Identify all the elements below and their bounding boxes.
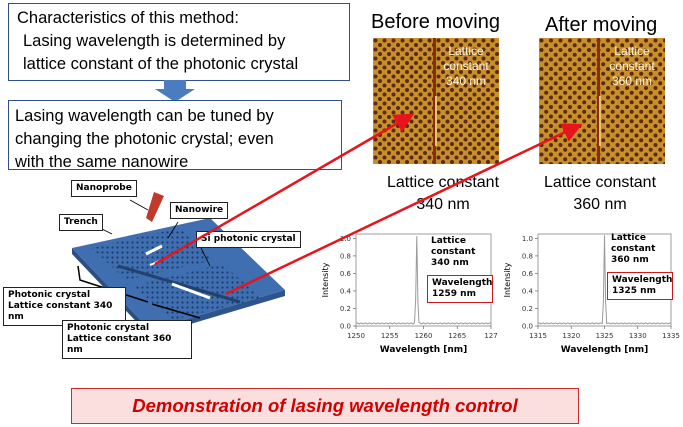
afm-after-label: Lattice constant 360 nm xyxy=(601,44,663,89)
afm-before-label-3: 340 nm xyxy=(445,74,487,88)
chart-340-annotation-1: Lattice xyxy=(431,236,466,246)
x-tick-label: 1265 xyxy=(448,332,466,340)
x-tick-label: 1320 xyxy=(562,332,580,340)
x-tick-label: 1325 xyxy=(596,332,614,340)
chart-340-annotation-2: constant xyxy=(431,247,476,257)
spectrum-line xyxy=(537,235,672,325)
x-tick-label: 1255 xyxy=(381,332,399,340)
afm-before-label: Lattice constant 340 nm xyxy=(435,44,497,89)
tuning-line-2: changing the photonic crystal; even xyxy=(15,130,274,148)
y-axis-label: Intensity xyxy=(503,262,512,297)
chart-340-annotation: Lattice constant 340 nm xyxy=(431,236,475,269)
chart-360-annotation-3: 360 nm xyxy=(611,255,649,265)
tuning-box: Lasing wavelength can be tuned by changi… xyxy=(8,100,342,171)
spectrum-line xyxy=(355,236,492,325)
before-moving-heading: Before moving xyxy=(371,11,500,33)
trench-label: Trench xyxy=(59,214,103,231)
characteristics-line-1: Lasing wavelength is determined by xyxy=(23,32,286,50)
nanoprobe-shape xyxy=(146,192,164,222)
chart-360-annotation-2: constant xyxy=(611,244,656,254)
chart-340-wavelength-box: Wavelength 1259 nm xyxy=(427,275,493,303)
pc360-line-1: Photonic crystal xyxy=(67,323,150,333)
chart-340-wavelength-value: 1259 nm xyxy=(432,289,476,299)
y-tick-label: 0.6 xyxy=(522,270,534,278)
characteristics-line-2: lattice constant of the photonic crystal xyxy=(23,55,299,73)
after-caption: Lattice constant 360 nm xyxy=(530,172,670,216)
photonic-crystal-360-label: Photonic crystal Lattice constant 360 nm xyxy=(62,320,192,359)
x-tick-label: 1260 xyxy=(415,332,433,340)
y-tick-label: 0.4 xyxy=(340,287,352,295)
characteristics-title: Characteristics of this method: xyxy=(17,9,239,27)
demonstration-banner: Demonstration of lasing wavelength contr… xyxy=(71,388,579,424)
chart-360-annotation-1: Lattice xyxy=(611,233,646,243)
chart-360-wavelength-value: 1325 nm xyxy=(612,286,656,296)
afm-image-after: Lattice constant 360 nm xyxy=(539,38,665,164)
x-axis-label: Wavelength [nm] xyxy=(561,345,649,355)
chart-360-annotation: Lattice constant 360 nm xyxy=(611,233,655,266)
after-caption-1: Lattice constant xyxy=(543,174,657,191)
x-axis-label: Wavelength [nm] xyxy=(380,345,468,355)
y-tick-label: 0.2 xyxy=(522,305,533,313)
pc340-line-1: Photonic crystal xyxy=(8,290,91,300)
afm-image-before: Lattice constant 340 nm xyxy=(373,38,499,164)
x-tick-label: 1335 xyxy=(662,332,680,340)
chart-340-wavelength-label: Wavelength xyxy=(432,278,493,288)
y-axis-label: Intensity xyxy=(321,262,330,297)
afm-before-label-1: Lattice xyxy=(448,44,484,58)
y-tick-label: 0.0 xyxy=(522,323,533,331)
spectrum-chart-340: 0.0 0.2 0.4 0.6 0.8 1.0 1250 1255 1260 1265 127 Wav… xyxy=(321,233,498,355)
chart-360-wavelength-box: Wavelength 1325 nm xyxy=(607,272,673,300)
nanowire-label: Nanowire xyxy=(170,202,229,219)
chart-360-wavelength-label: Wavelength xyxy=(612,275,673,285)
y-tick-label: 0.6 xyxy=(340,270,352,278)
before-caption-2: 340 nm xyxy=(416,196,470,213)
afm-after-label-3: 360 nm xyxy=(611,74,653,88)
pc340-line-2: Lattice constant 340 nm xyxy=(8,301,113,322)
down-block-arrow xyxy=(155,80,195,102)
nanoprobe-label: Nanoprobe xyxy=(71,180,137,197)
x-tick-label: 1315 xyxy=(529,332,547,340)
x-tick-label: 127 xyxy=(484,332,497,340)
y-tick-label: 0.8 xyxy=(340,252,351,260)
y-tick-label: 0.0 xyxy=(340,323,351,331)
x-tick-label: 1250 xyxy=(347,332,365,340)
tuning-line-1: Lasing wavelength can be tuned by xyxy=(15,107,274,125)
y-tick-label: 0.4 xyxy=(522,287,534,295)
afm-after-label-1: Lattice xyxy=(614,44,650,58)
after-caption-2: 360 nm xyxy=(573,196,627,213)
tuning-line-3: with the same nanowire xyxy=(15,153,189,171)
y-tick-label: 1.0 xyxy=(522,235,533,243)
x-tick-label: 1330 xyxy=(629,332,647,340)
y-tick-label: 1.0 xyxy=(340,235,351,243)
nanowire-shape xyxy=(145,244,163,256)
arrow-to-before xyxy=(154,113,415,266)
y-tick-label: 0.2 xyxy=(340,305,351,313)
after-moving-heading: After moving xyxy=(545,14,658,36)
characteristics-box: Characteristics of this method: Lasing w… xyxy=(8,3,350,81)
afm-after-label-2: constant xyxy=(609,59,655,73)
arrow-to-after xyxy=(225,123,583,296)
y-tick-label: 0.8 xyxy=(522,252,533,260)
pc360-line-2: Lattice constant 360 nm xyxy=(67,334,172,355)
afm-before-label-2: constant xyxy=(443,59,489,73)
photonic-crystal-340-label: Photonic crystal Lattice constant 340 nm xyxy=(3,287,126,326)
chart-340-annotation-3: 340 nm xyxy=(431,258,469,268)
